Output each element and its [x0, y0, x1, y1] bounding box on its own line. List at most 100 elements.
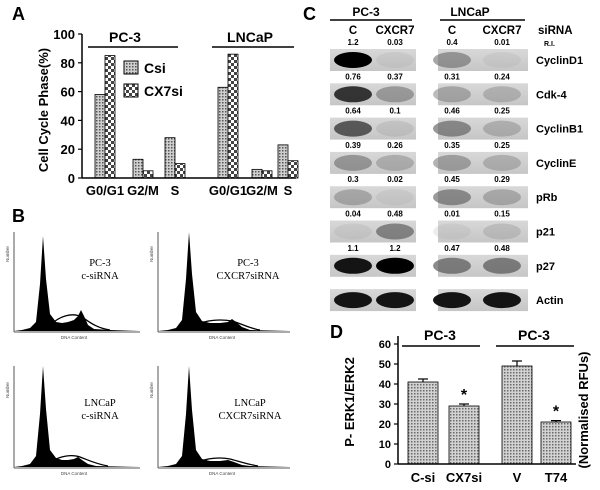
histogram-lncap-cxcr7sirna: LNCaP CXCR7siRNA DNA Content Number — [149, 366, 290, 476]
ri-value: 0.46 — [444, 107, 460, 116]
x-tick-label: V — [513, 470, 522, 485]
blot-strip-lncap — [438, 151, 528, 174]
blot-band — [433, 120, 471, 137]
blot-band — [376, 154, 414, 171]
ri-value: 1.2 — [389, 244, 401, 253]
protein-label: Cdk-4 — [536, 89, 567, 101]
ri-value: 0.47 — [444, 244, 460, 253]
x-tick-label: G0/G1 — [86, 183, 124, 198]
blot-band — [376, 86, 414, 103]
ri-value: 0.03 — [387, 38, 403, 47]
lane-label: C — [349, 25, 357, 37]
blot-band — [334, 52, 372, 68]
y-tick-label: 20 — [379, 419, 391, 431]
ri-value: 0.48 — [494, 244, 510, 253]
group-label-pc3: PC-3 — [109, 29, 141, 45]
significance-marker: * — [461, 387, 468, 404]
bar-csi-1 — [132, 158, 144, 179]
protein-label: p27 — [536, 261, 555, 273]
x-tick-label: S — [284, 183, 293, 198]
western-blot-panel: PC-3 LNCaP C CXCR7 C CXCR7 siRNA R.I. 1.… — [330, 5, 583, 312]
blot-band — [433, 189, 471, 206]
group-label-pc3: PC-3 — [424, 327, 456, 343]
ri-value: 0.31 — [444, 72, 460, 81]
blot-band — [483, 120, 521, 137]
protein-label: CyclinE — [536, 158, 576, 170]
x-tick-label: G2/M — [246, 183, 278, 198]
ri-value: 0.15 — [494, 210, 510, 219]
y-tick-label: 100 — [53, 27, 75, 42]
histogram-title-line1: LNCaP — [84, 398, 116, 409]
ri-value: 0.02 — [387, 175, 403, 184]
ri-value: 0.48 — [387, 210, 403, 219]
ri-value: 0.25 — [494, 141, 510, 150]
x-axis-label: DNA Content — [209, 335, 236, 340]
y-tick-label: 40 — [379, 379, 391, 391]
histogram-title-line2: c-siRNA — [81, 411, 119, 422]
blot-band — [433, 257, 471, 274]
ri-value: 0.76 — [345, 72, 361, 81]
ri-value: 0.29 — [494, 175, 510, 184]
blot-band — [376, 223, 414, 240]
blot-band — [433, 52, 471, 68]
x-axis-label: DNA Content — [61, 471, 88, 476]
histogram-title-line1: PC-3 — [89, 258, 111, 269]
bar-cx7si-5 — [287, 160, 299, 179]
blot-band — [433, 292, 471, 309]
group-label-pc3-2: PC-3 — [518, 327, 550, 343]
bar-cx7si-2 — [174, 163, 186, 179]
blot-band — [483, 223, 521, 240]
bar-v — [501, 365, 533, 465]
erk-chart: P- ERK1/ERK2 (Normalised RFUs) 0 10 20 30 40… — [342, 327, 591, 485]
panel-letter-d: D — [330, 322, 343, 342]
ri-value: 0.1 — [389, 107, 401, 116]
legend-swatch-cx7si — [123, 83, 139, 98]
x-tick-label: CX7si — [446, 470, 482, 485]
blot-band — [483, 52, 521, 68]
bar-t74 — [540, 421, 572, 465]
protein-label: pRb — [536, 192, 558, 204]
x-tick-label: G2/M — [127, 183, 159, 198]
blot-band — [334, 86, 372, 103]
ri-value: 0.35 — [444, 141, 460, 150]
bar-csi-2 — [164, 137, 176, 179]
ri-value: 0.04 — [345, 210, 361, 219]
panel-letter-b: B — [12, 206, 25, 226]
protein-label: CyclinB1 — [536, 124, 583, 136]
ri-value: 0.24 — [494, 72, 510, 81]
blot-band — [334, 189, 372, 206]
ri-value: 0.64 — [345, 107, 361, 116]
blot-header-pc3: PC-3 — [352, 5, 380, 19]
y-tick-label: 0 — [68, 171, 75, 186]
bar-csi-4 — [251, 168, 263, 179]
y-axis-label-right: (Normalised RFUs) — [576, 351, 591, 468]
blot-band — [334, 154, 372, 171]
blot-band — [483, 86, 521, 103]
blot-band — [334, 120, 372, 137]
blot-band — [334, 223, 372, 240]
bar-csi-0 — [94, 94, 106, 179]
lane-label: CXCR7 — [376, 25, 415, 37]
histogram-title-line2: c-siRNA — [81, 271, 119, 282]
blot-band — [433, 223, 471, 240]
y-axis-label: Cell Cycle Phase(%) — [36, 48, 51, 172]
ri-value: 0.39 — [345, 141, 361, 150]
y-tick-label: 10 — [379, 439, 391, 451]
y-axis-label: Number — [149, 246, 154, 263]
lane-label: C — [448, 25, 456, 37]
bar-cx7si-0 — [104, 55, 116, 179]
blot-band — [483, 292, 521, 309]
bar-c-si — [407, 381, 439, 465]
y-tick-label: 30 — [379, 399, 391, 411]
ri-value: 0.37 — [387, 72, 403, 81]
bar-cx7si — [448, 405, 480, 465]
ri-value: 1.1 — [347, 244, 359, 253]
ri-label: R.I. — [544, 41, 555, 48]
histogram-title-line1: LNCaP — [234, 398, 266, 409]
bar-csi-3 — [217, 86, 229, 179]
x-tick-label: T74 — [545, 470, 568, 485]
protein-label: Actin — [536, 295, 564, 307]
y-tick-label: 50 — [379, 359, 391, 371]
legend-swatch-csi — [123, 60, 139, 75]
